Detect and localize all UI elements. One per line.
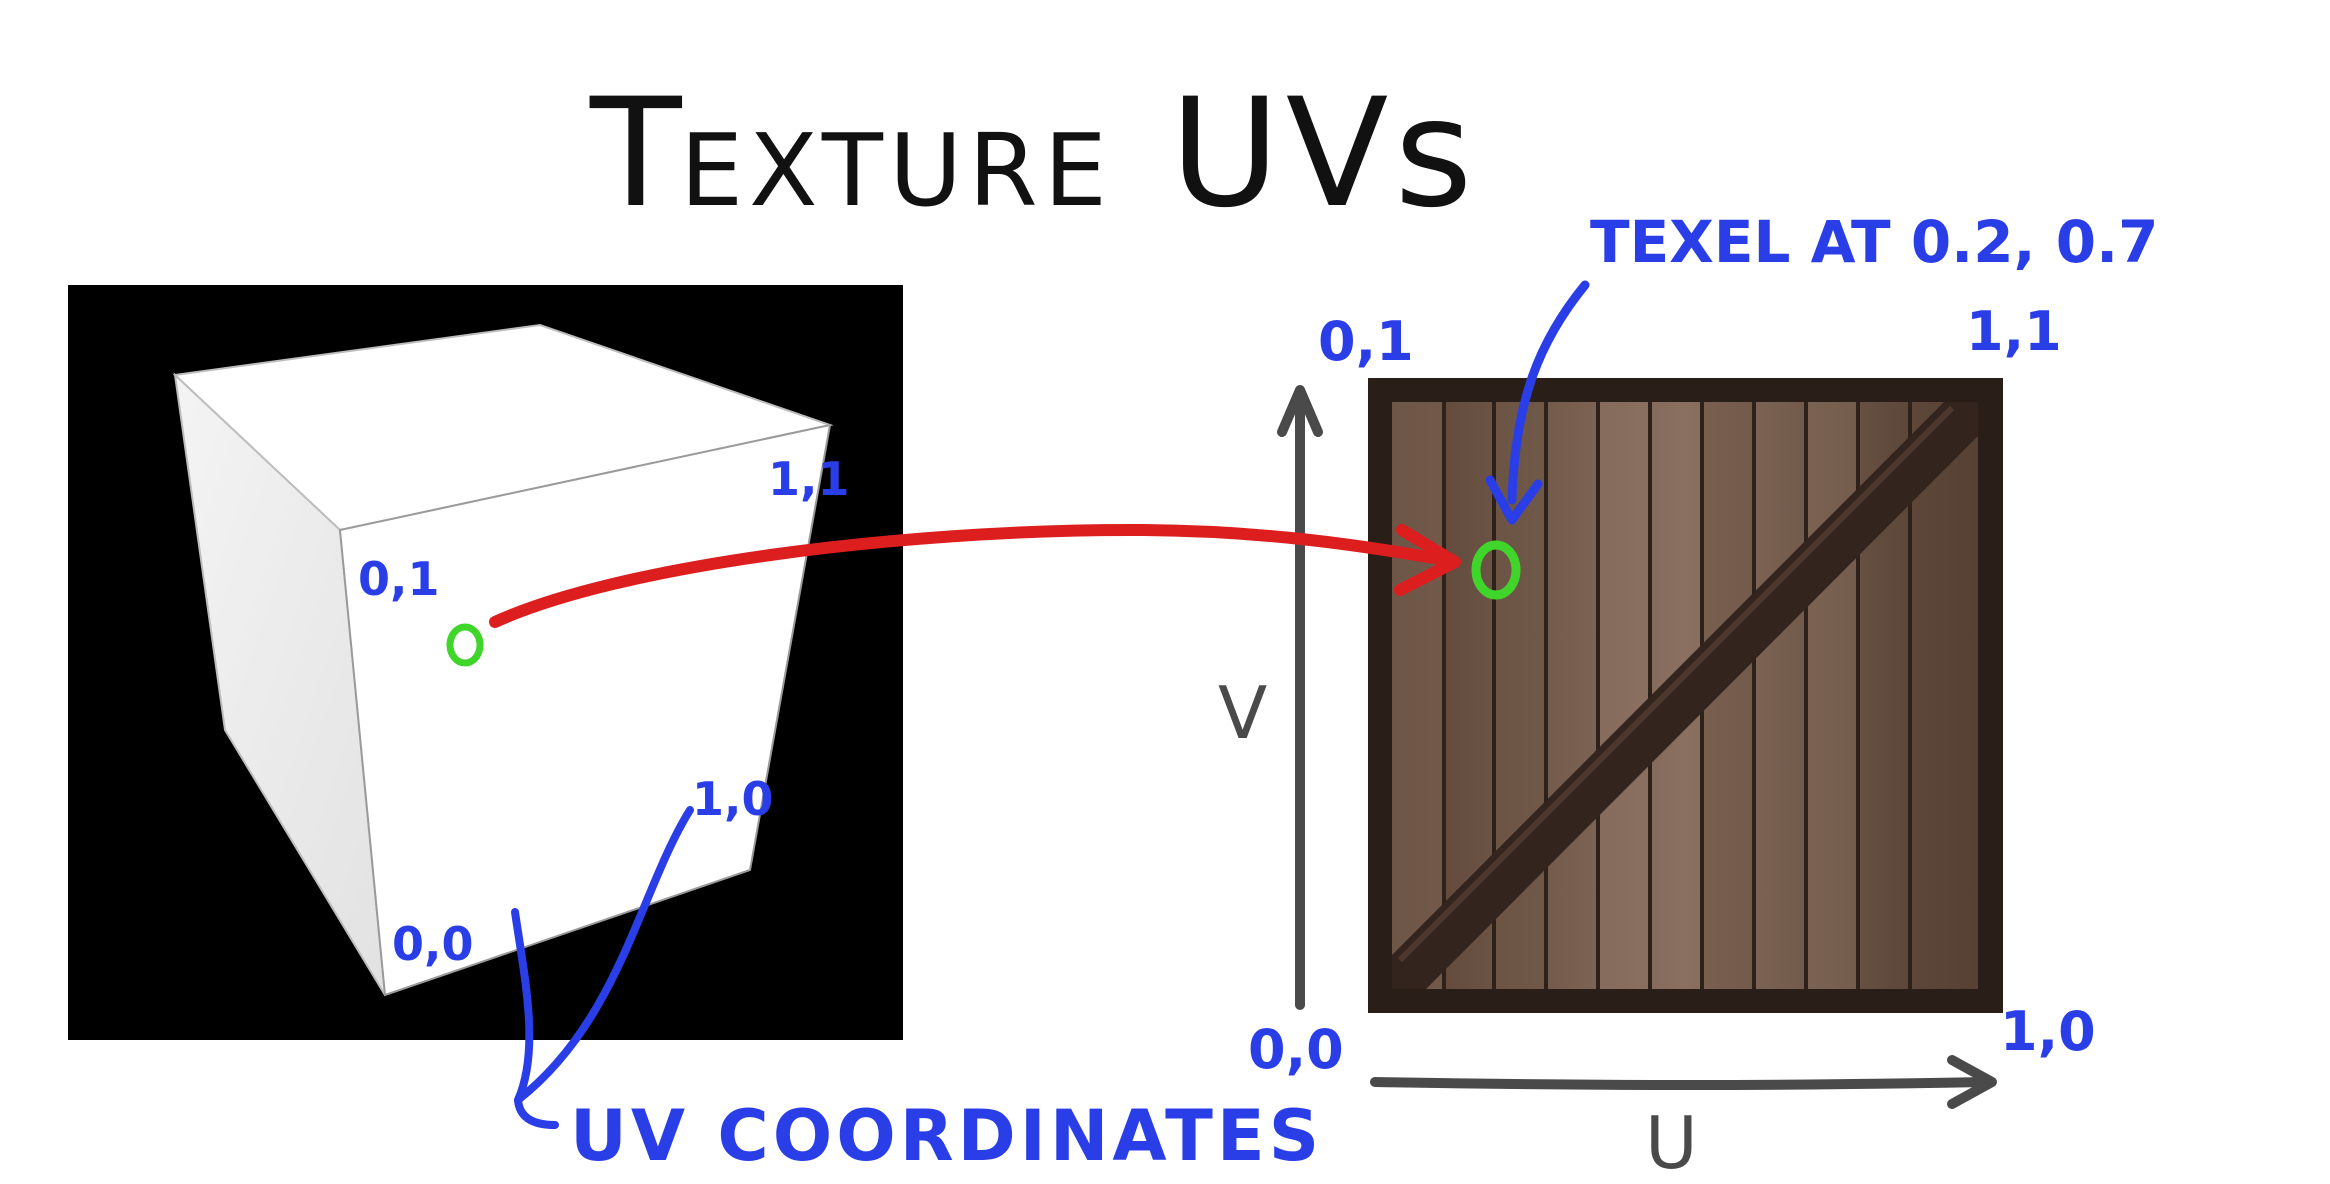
cube-label-top-left: 0,1	[358, 552, 440, 606]
texture-label-bottom-left: 0,0	[1248, 1018, 1344, 1081]
cube-label-bottom-right: 1,0	[692, 772, 774, 826]
uv-coordinates-label: UV COORDINATES	[570, 1095, 1323, 1177]
uv-pointer-to-bottom-left	[511, 908, 534, 1104]
title-second-word: UVs	[1170, 67, 1479, 241]
mapping-arrow-line	[489, 523, 1451, 628]
cube-panel: 0,1 1,1 0,0 1,0	[68, 285, 903, 1040]
texel-marker	[1471, 540, 1521, 600]
crate-texture	[1368, 378, 2003, 1013]
uv-coordinates-callout: UV COORDINATES	[511, 806, 1323, 1177]
cube-uv-point-marker	[446, 623, 484, 667]
uv-pointer-to-bottom-right	[514, 806, 694, 1104]
v-axis-label: V	[1218, 671, 1267, 755]
title-first-rest: EXTURE	[680, 112, 1113, 229]
u-axis-label: U	[1645, 1101, 1698, 1184]
cube-label-top-right: 1,1	[768, 452, 850, 506]
texture-label-top-left: 0,1	[1318, 310, 1414, 373]
texture-label-top-right: 1,1	[1966, 300, 2062, 363]
texel-annotation-arrowhead	[1485, 475, 1543, 525]
title-first-initial: T	[589, 67, 688, 241]
texel-annotation: TEXEL AT 0.2, 0.7	[1590, 208, 2159, 276]
u-axis-arrowhead	[1947, 1055, 1997, 1109]
crate-diagonal-brace	[1392, 402, 1978, 989]
mapping-arrowhead	[1394, 524, 1461, 596]
u-axis-line	[1370, 1077, 1990, 1090]
diagram-title: T EXTURE UVs	[589, 67, 1479, 241]
texel-annotation-pointer	[1507, 280, 1590, 505]
cube-label-bottom-left: 0,0	[392, 917, 474, 971]
v-axis-arrowhead	[1277, 385, 1323, 437]
texture-label-bottom-right: 1,0	[2000, 1000, 2096, 1063]
texture-axes: V U	[1218, 385, 1997, 1184]
